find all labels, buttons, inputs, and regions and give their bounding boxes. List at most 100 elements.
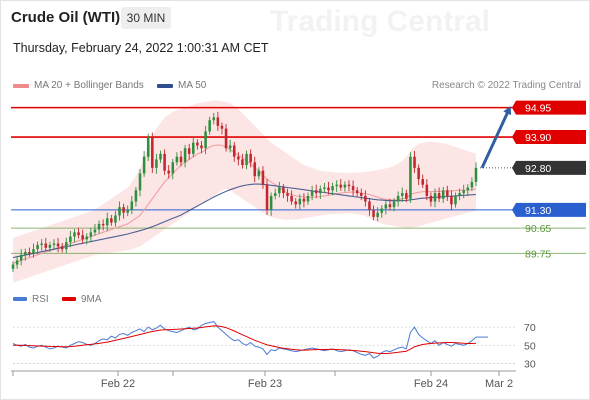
timeframe-badge[interactable]: 30 MIN [121,7,171,29]
candle-body [454,195,457,205]
rsi-tick-label: 50 [524,340,536,352]
candle [212,112,216,125]
candle [105,212,109,232]
rsi-legend-label: 9MA [81,294,102,305]
candle-body [257,170,261,177]
candle [208,116,211,135]
candle [278,181,281,198]
candle-body [142,156,146,174]
candle [429,192,433,207]
candle [323,183,326,193]
candle-body [24,251,27,255]
candle-body [175,156,179,163]
candle [413,151,416,173]
candle [73,228,76,243]
candle-body [192,142,195,154]
candle [372,205,375,221]
candle-body [347,184,351,187]
candle-body [286,193,289,196]
candle-body [282,187,285,194]
bollinger-band [13,100,476,283]
candle [228,139,232,153]
x-axis-label: Feb 22 [101,378,135,390]
candle [384,199,388,215]
candle [253,156,257,183]
candle [48,241,52,252]
candle-body [450,195,453,205]
candle [355,186,359,197]
candle [224,124,228,152]
candle [400,187,404,202]
candle [364,190,367,207]
rsi-legend-swatch [62,297,76,301]
candle-body [155,159,158,168]
legend-swatch-ma50 [157,83,173,88]
rsi-tick-label: 70 [524,322,536,334]
candle-body [425,184,429,196]
candle-body [118,207,121,216]
candle-body [28,251,31,254]
candle [273,188,277,200]
candle [114,211,117,227]
candle [335,180,338,192]
x-axis-label: Mar 2 [485,378,513,390]
level-tag-91.30-bg [512,202,586,217]
legend-label-ma50: MA 50 [178,80,207,91]
candle-body [89,232,93,237]
candle [327,181,330,195]
candle [294,198,297,209]
candle-body [462,190,465,194]
legend-ma50: MA 50 [157,80,206,91]
rsi-series-9MA [13,325,477,354]
candle [97,220,101,234]
candle [450,190,453,211]
x-axis: Feb 22 Feb 23 Feb 24 Mar 2 [11,370,516,390]
candle [24,248,27,261]
level-tags: 94.95 93.90 92.80 91.30 90.65 89.75 [512,100,586,260]
x-axis-label: Feb 23 [248,378,282,390]
candle-body [167,170,170,174]
candle [122,203,125,219]
candle [314,184,318,199]
candle-body [73,232,76,237]
candle-body [261,170,265,185]
candle [237,152,240,166]
candle-body [335,184,338,187]
candle [36,241,39,255]
candle-body [372,209,375,217]
candle-body [212,117,216,121]
candle-body [130,201,134,210]
candle-body [327,187,330,191]
candle [220,122,224,135]
candle [200,140,203,154]
candle-body [331,186,334,191]
candle-body [32,249,35,254]
candle-body [400,193,404,196]
candle-body [134,190,138,202]
candle [437,187,441,203]
candles [11,111,478,273]
candle-body [183,148,187,163]
candle-body [388,204,392,208]
report-datetime: Thursday, February 24, 2022 1:00:31 AM C… [13,41,269,55]
candle [60,243,64,253]
candle [368,198,371,216]
candle [110,214,113,226]
candle [179,151,183,167]
candle-body [253,162,257,177]
candle [343,181,347,192]
candle-body [433,193,437,202]
candle [159,150,162,163]
candle-body [441,190,445,199]
candle [405,189,408,203]
candle [101,219,105,231]
candle [433,188,437,208]
rsi-tick-label: 30 [524,358,536,370]
candle [306,192,310,205]
level-tag-90.65: 90.65 [525,223,551,235]
candle [118,201,121,221]
candle [187,143,191,160]
candle-body [85,236,89,240]
candle-body [237,156,240,160]
candle-body [323,187,326,189]
